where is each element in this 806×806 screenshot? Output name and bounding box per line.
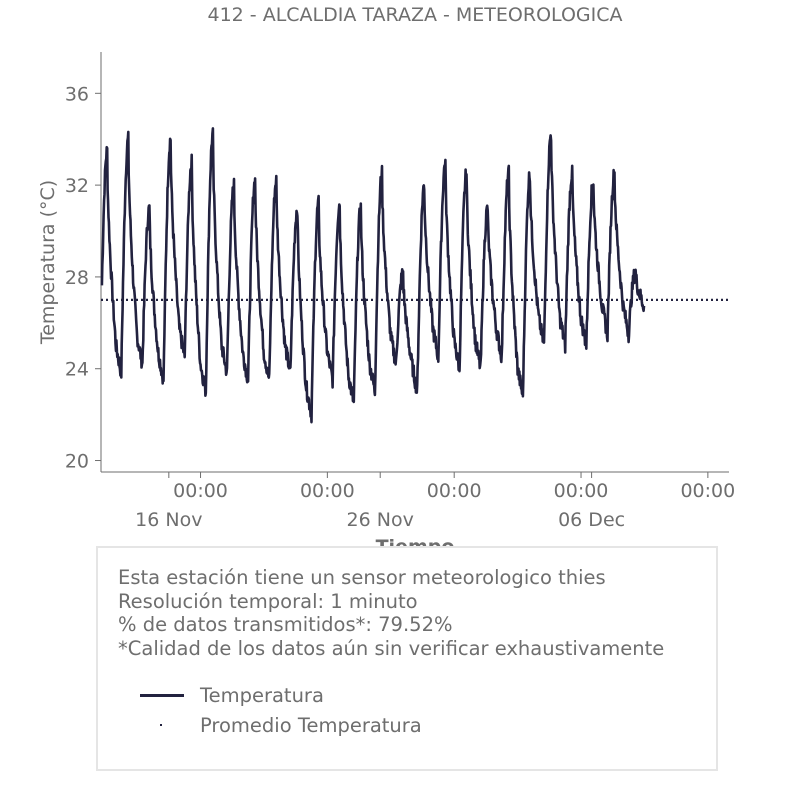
chart-title: 412 - ALCALDIA TARAZA - METEOROLOGICA — [208, 4, 623, 26]
info-line-transmitted: % de datos transmitidos*: 79.52% — [118, 613, 453, 636]
info-text: Esta estación tiene un sensor meteorolog… — [118, 566, 664, 660]
series-temperatura — [100, 127, 646, 424]
info-line-quality: *Calidad de los datos aún sin verificar … — [118, 636, 665, 660]
x-tick-label: 00:00 — [173, 480, 228, 502]
legend-swatch-line — [140, 693, 184, 697]
y-tick-label: 32 — [65, 175, 89, 197]
y-ticks: 20 24 28 32 36 — [65, 83, 101, 473]
y-tick-label: 28 — [65, 267, 89, 289]
x-date-label: 06 Dec — [558, 509, 625, 531]
legend-swatch-dot — [140, 723, 184, 727]
info-line-resolution: Resolución temporal: 1 minuto — [118, 589, 418, 613]
axes — [100, 52, 729, 473]
y-tick-label: 20 — [65, 451, 89, 473]
x-tick-label: 00:00 — [300, 480, 355, 502]
legend: Temperatura Promedio Temperatura — [140, 680, 422, 740]
x-date-label: 26 Nov — [347, 509, 414, 531]
y-tick-label: 24 — [65, 359, 89, 381]
legend-item-promedio: Promedio Temperatura — [140, 710, 422, 740]
legend-label: Promedio Temperatura — [200, 713, 422, 737]
plot-area — [100, 127, 729, 424]
legend-item-temperatura: Temperatura — [140, 680, 422, 710]
x-tick-label: 00:00 — [554, 480, 609, 502]
x-ticks: 00:00 00:00 00:00 00:00 00:00 16 Nov 26 Nov 06 … — [135, 472, 735, 531]
x-tick-label: 00:00 — [427, 480, 482, 502]
info-line-sensor: Esta estación tiene un sensor meteorolog… — [118, 566, 606, 589]
x-tick-label: 00:00 — [680, 480, 735, 502]
info-panel: Esta estación tiene un sensor meteorolog… — [96, 546, 718, 771]
y-tick-label: 36 — [65, 83, 89, 105]
x-date-label: 16 Nov — [135, 509, 202, 531]
temperature-chart: 412 - ALCALDIA TARAZA - METEOROLOGICA 20… — [37, 4, 735, 558]
y-axis-label: Temperatura (°C) — [37, 180, 59, 345]
legend-label: Temperatura — [200, 683, 324, 707]
